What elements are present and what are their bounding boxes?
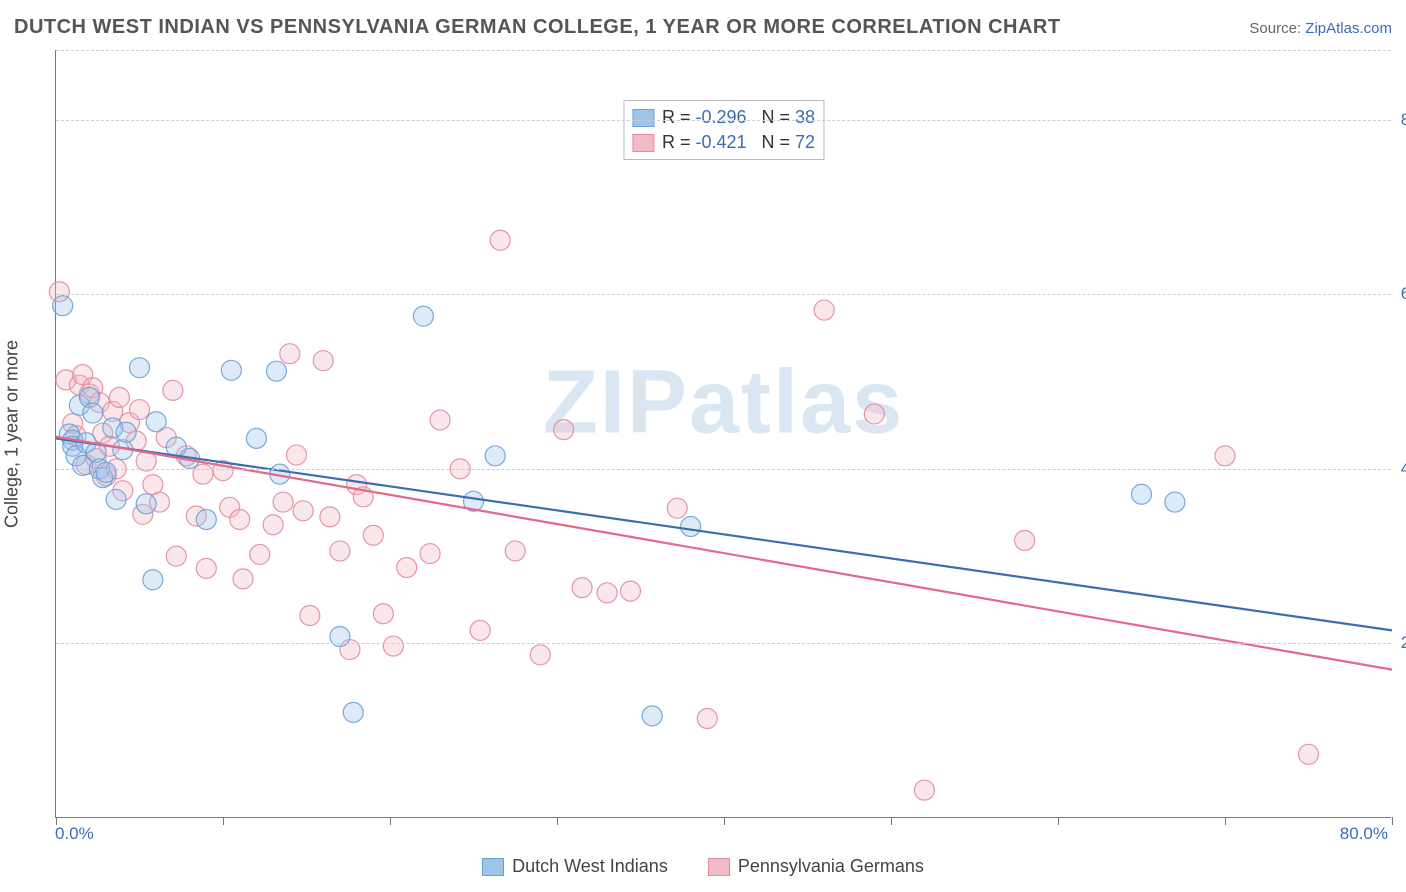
data-point	[1299, 744, 1319, 764]
data-point	[642, 706, 662, 726]
chart-container: DUTCH WEST INDIAN VS PENNSYLVANIA GERMAN…	[0, 0, 1406, 892]
plot-area: ZIPatlas R = -0.296 N = 38 R = -0.421 N …	[55, 50, 1391, 818]
legend-swatch-series-0	[482, 858, 504, 876]
data-point	[246, 428, 266, 448]
data-point	[814, 300, 834, 320]
data-point	[221, 360, 241, 380]
data-point	[193, 464, 213, 484]
data-point	[330, 541, 350, 561]
source-prefix: Source:	[1249, 20, 1305, 37]
data-point	[505, 541, 525, 561]
data-point	[230, 510, 250, 530]
stats-row-series-1: R = -0.421 N = 72	[632, 130, 815, 155]
data-point	[1132, 484, 1152, 504]
legend-label-series-0: Dutch West Indians	[512, 856, 668, 877]
data-point	[864, 404, 884, 424]
data-point	[681, 517, 701, 537]
scatter-svg	[56, 50, 1392, 818]
x-axis-min-label: 0.0%	[55, 824, 94, 844]
data-point	[286, 445, 306, 465]
data-point	[109, 387, 129, 407]
y-tick-label: 60.0%	[1401, 284, 1406, 304]
data-point	[667, 498, 687, 518]
data-point	[530, 645, 550, 665]
data-point	[130, 400, 150, 420]
stats-text-series-0: R = -0.296 N = 38	[662, 107, 815, 128]
legend-item-series-1: Pennsylvania Germans	[708, 856, 924, 877]
trend-line	[56, 438, 1392, 630]
r-value-series-1: -0.421	[695, 132, 746, 152]
source-link[interactable]: ZipAtlas.com	[1305, 20, 1392, 37]
data-point	[1215, 446, 1235, 466]
data-point	[413, 306, 433, 326]
data-point	[53, 296, 73, 316]
y-axis-title: College, 1 year or more	[2, 340, 23, 528]
data-point	[397, 558, 417, 578]
data-point	[1165, 492, 1185, 512]
stats-text-series-1: R = -0.421 N = 72	[662, 132, 815, 153]
data-point	[116, 422, 136, 442]
legend: Dutch West Indians Pennsylvania Germans	[0, 856, 1406, 877]
y-tick-label: 80.0%	[1401, 110, 1406, 130]
legend-item-series-0: Dutch West Indians	[482, 856, 668, 877]
data-point	[266, 361, 286, 381]
data-point	[143, 570, 163, 590]
data-point	[373, 604, 393, 624]
data-point	[430, 410, 450, 430]
data-point	[313, 351, 333, 371]
data-point	[196, 510, 216, 530]
data-point	[363, 525, 383, 545]
x-axis-max-label: 80.0%	[1340, 824, 1388, 844]
data-point	[233, 569, 253, 589]
data-point	[343, 702, 363, 722]
data-point	[96, 462, 116, 482]
legend-swatch-series-1	[708, 858, 730, 876]
correlation-stats-box: R = -0.296 N = 38 R = -0.421 N = 72	[623, 100, 824, 160]
data-point	[320, 507, 340, 527]
legend-label-series-1: Pennsylvania Germans	[738, 856, 924, 877]
data-point	[280, 344, 300, 364]
data-point	[83, 403, 103, 423]
y-tick-label: 20.0%	[1401, 633, 1406, 653]
data-point	[620, 581, 640, 601]
data-point	[485, 446, 505, 466]
data-point	[273, 492, 293, 512]
stats-row-series-0: R = -0.296 N = 38	[632, 105, 815, 130]
data-point	[420, 544, 440, 564]
data-point	[130, 358, 150, 378]
swatch-series-1	[632, 134, 654, 152]
data-point	[300, 606, 320, 626]
data-point	[470, 620, 490, 640]
data-point	[196, 558, 216, 578]
data-point	[166, 546, 186, 566]
y-tick-label: 40.0%	[1401, 459, 1406, 479]
r-value-series-0: -0.296	[695, 107, 746, 127]
data-point	[293, 501, 313, 521]
data-point	[914, 780, 934, 800]
data-point	[146, 412, 166, 432]
data-point	[263, 515, 283, 535]
data-point	[572, 578, 592, 598]
data-point	[597, 583, 617, 603]
n-value-series-1: 72	[795, 132, 815, 152]
data-point	[554, 420, 574, 440]
data-point	[250, 544, 270, 564]
chart-title: DUTCH WEST INDIAN VS PENNSYLVANIA GERMAN…	[14, 16, 1061, 39]
source-attribution: Source: ZipAtlas.com	[1249, 20, 1392, 37]
data-point	[136, 494, 156, 514]
swatch-series-0	[632, 109, 654, 127]
data-point	[1015, 530, 1035, 550]
data-point	[490, 230, 510, 250]
n-value-series-0: 38	[795, 107, 815, 127]
data-point	[697, 709, 717, 729]
data-point	[106, 489, 126, 509]
data-point	[163, 380, 183, 400]
data-point	[383, 636, 403, 656]
